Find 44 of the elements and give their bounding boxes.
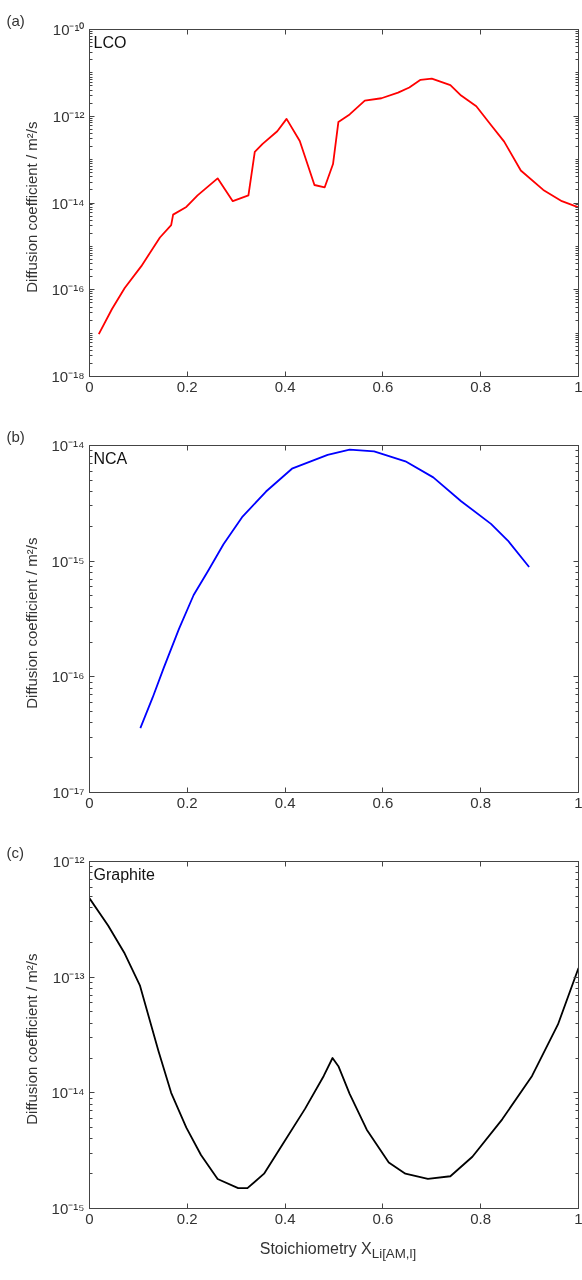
line-series — [139, 448, 531, 730]
x-tick-label: 0.2 — [176, 793, 198, 811]
x-tick-label: 0 — [85, 1209, 94, 1227]
y-axis-title: Diffusion coefficient / m²/s — [23, 537, 41, 709]
y-tick-label: 10⁻¹⁶ — [51, 281, 85, 299]
y-tick-label: 10⁻¹⁴ — [51, 437, 85, 454]
x-tick-label: 0.8 — [470, 1209, 492, 1227]
annotation: LCO — [93, 33, 127, 51]
x-tick-label: 0.6 — [372, 377, 394, 395]
x-axis-title: Stoichiometry X$_{Li[AM,l]}$ — [259, 1239, 417, 1264]
y-tick-label: 10⁻¹⁸ — [51, 368, 85, 385]
chart-title: (c) — [6, 843, 24, 861]
y-tick-label: 10⁻¹³ — [52, 968, 85, 986]
chart-title: (b) — [6, 427, 25, 445]
y-tick-label: 10⁻¹⁶ — [51, 668, 85, 686]
x-tick-label: 0.6 — [372, 1209, 394, 1227]
annotation: NCA — [93, 449, 128, 467]
y-tick-label: 10⁻¹² — [52, 107, 85, 125]
x-tick-label: 0.4 — [274, 1209, 296, 1227]
x-tick-label: 0.4 — [274, 377, 296, 395]
x-tick-label: 1 — [574, 1209, 582, 1227]
x-tick-label: 1 — [574, 793, 582, 811]
x-tick-label: 0.2 — [176, 1209, 198, 1227]
annotation: Graphite — [93, 865, 155, 883]
x-tick-label: 0 — [85, 377, 94, 395]
x-tick-label: 0.8 — [470, 377, 492, 395]
chart-title: (a) — [6, 11, 25, 29]
x-tick-label: 0.4 — [274, 793, 296, 811]
y-tick-label: 10⁻¹⁵ — [51, 1200, 85, 1217]
y-tick-label: 10⁻¹⁵ — [51, 552, 85, 570]
line-series — [97, 77, 579, 335]
y-tick-label: 10⁻¹² — [52, 853, 85, 870]
x-tick-label: 0.6 — [372, 793, 394, 811]
line-series — [89, 897, 579, 1190]
x-tick-label: 0.8 — [470, 793, 492, 811]
y-tick-label: 10⁻¹⁰ — [52, 21, 85, 38]
y-tick-label: 10⁻¹⁴ — [51, 194, 85, 212]
x-tick-label: 0 — [85, 793, 94, 811]
y-axis-title: Diffusion coefficient / m²/s — [23, 121, 41, 293]
y-tick-label: 10⁻¹⁴ — [51, 1084, 85, 1102]
y-tick-label: 10⁻¹⁷ — [52, 784, 85, 801]
x-tick-label: 0.2 — [176, 377, 198, 395]
y-axis-title: Diffusion coefficient / m²/s — [23, 953, 41, 1125]
x-tick-label: 1 — [574, 377, 582, 395]
